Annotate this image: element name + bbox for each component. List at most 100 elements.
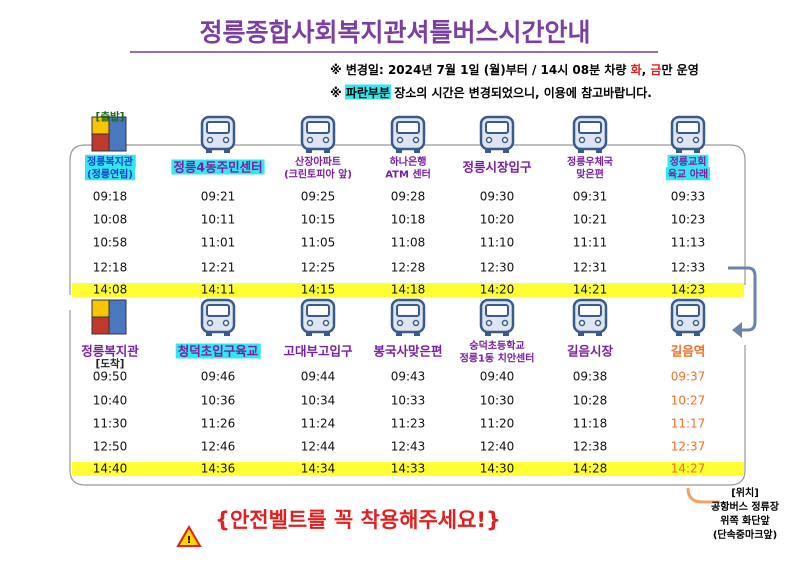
time: 12:18 <box>93 261 128 275</box>
bus-light <box>578 136 586 144</box>
time: 12:37 <box>671 440 706 454</box>
stop-name: 하나은행 <box>390 155 427 168</box>
stop-name: 길음시장 <box>567 344 614 359</box>
location: (단속중마크앞) <box>713 528 777 541</box>
bus-icon <box>300 298 336 336</box>
bus-wheel <box>596 331 602 336</box>
bus-window <box>396 304 420 317</box>
stop-name: (크린토피아 앞) <box>284 167 352 180</box>
bus-light <box>676 136 684 144</box>
time: 14:15 <box>301 283 336 297</box>
time: 12:46 <box>201 440 236 454</box>
notice-part: ※ <box>330 86 346 100</box>
bus-wheel <box>676 148 682 153</box>
time: 10:23 <box>671 213 706 227</box>
location-pointer <box>686 487 720 504</box>
bus-icon <box>479 115 515 153</box>
notice-part: 화 <box>631 62 642 77</box>
time: 10:08 <box>93 213 128 227</box>
time: 09:31 <box>573 190 608 204</box>
bus-wheel <box>306 331 312 336</box>
stop-name: 육교 아래 <box>668 167 708 180</box>
time: 10:20 <box>480 213 515 227</box>
time: 12:38 <box>573 440 608 454</box>
notice: ※ 변경일: 2024년 7월 1일 (월)부터 / 14시 08분 차량 화,… <box>330 62 699 77</box>
bus-light <box>676 319 684 327</box>
time: 12:31 <box>573 261 608 275</box>
time: 11:24 <box>301 417 336 431</box>
time: 09:44 <box>301 370 336 384</box>
bus-light <box>206 319 214 327</box>
bus-wheel <box>224 331 230 336</box>
time: 09:38 <box>573 370 608 384</box>
time: 11:18 <box>573 417 608 431</box>
stop-name: 맞은편 <box>576 167 604 180</box>
highlight <box>667 154 709 168</box>
time: 10:27 <box>671 394 706 408</box>
time: 09:37 <box>671 370 706 384</box>
time: 10:33 <box>391 394 426 408</box>
highlight <box>171 159 265 175</box>
bus-window <box>206 121 230 134</box>
connect-arrowhead <box>732 322 742 338</box>
time: 09:30 <box>480 190 515 204</box>
stop-name: 정릉복지관 <box>87 155 134 168</box>
time: 09:33 <box>671 190 706 204</box>
bus-light <box>501 319 509 327</box>
bus-wheel <box>396 148 402 153</box>
time: 12:43 <box>391 440 426 454</box>
time: 09:18 <box>93 190 128 204</box>
time: 09:50 <box>93 370 128 384</box>
location: [위치] <box>731 486 759 499</box>
bus-wheel <box>694 148 700 153</box>
bus-wheel <box>694 331 700 336</box>
highlight <box>665 167 711 181</box>
time: 12:28 <box>391 261 426 275</box>
bus-light <box>206 136 214 144</box>
highlight-row <box>72 283 744 297</box>
bus-wheel <box>676 331 682 336</box>
time: 10:15 <box>301 213 336 227</box>
bus-wheel <box>578 331 584 336</box>
highlight <box>85 167 135 181</box>
bus-icon <box>479 298 515 336</box>
time: 10:58 <box>93 236 128 250</box>
time: 11:08 <box>391 236 426 250</box>
bottom-frame <box>69 310 746 486</box>
bus-wheel <box>503 148 509 153</box>
route-label: [도착] <box>96 357 125 370</box>
bus-light <box>322 319 330 327</box>
stop-name: ATM 센터 <box>385 167 431 180</box>
bus-wheel <box>224 148 230 153</box>
bus-window <box>578 121 602 134</box>
stop-name: 길음역 <box>671 344 706 359</box>
location: 공항버스 정류장 <box>711 500 780 513</box>
bus-icon <box>390 115 426 153</box>
time: 12:50 <box>93 440 128 454</box>
bus-wheel <box>206 148 212 153</box>
time: 11:30 <box>93 417 128 431</box>
stop-name: 청덕초입구육교 <box>178 344 259 359</box>
start-icon <box>108 299 127 335</box>
bus-window <box>578 304 602 317</box>
time: 09:43 <box>391 370 426 384</box>
time: 09:21 <box>201 190 236 204</box>
bus-wheel <box>324 331 330 336</box>
notice-part: 장소의 시간은 변경되었으니, 이용에 참고바랍니다. <box>390 85 652 100</box>
bus-wheel <box>306 148 312 153</box>
time: 14:11 <box>201 283 236 297</box>
bus-light <box>306 136 314 144</box>
bus-icon <box>572 115 608 153</box>
time: 11:01 <box>201 236 236 250</box>
bus-window <box>206 304 230 317</box>
bus-window <box>485 304 509 317</box>
time: 11:11 <box>573 236 608 250</box>
bus-icon <box>200 298 236 336</box>
stop-name: 정릉1동 치안센터 <box>460 351 535 364</box>
time: 14:08 <box>93 283 128 297</box>
time: 11:20 <box>480 417 515 431</box>
time: 09:28 <box>391 190 426 204</box>
highlight <box>175 343 261 359</box>
bus-light <box>501 136 509 144</box>
bus-wheel <box>414 331 420 336</box>
